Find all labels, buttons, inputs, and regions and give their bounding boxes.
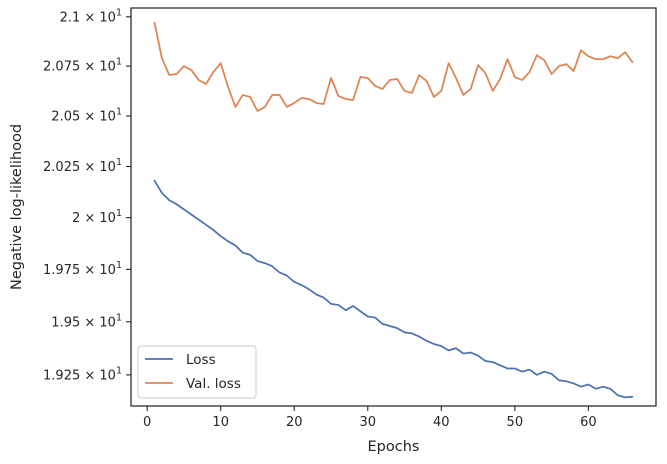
- y-tick-multiplier: × 10: [84, 109, 116, 124]
- y-tick-exponent: 1: [116, 365, 122, 376]
- x-tick-label: 20: [286, 415, 303, 430]
- y-tick-exponent: 1: [116, 7, 122, 18]
- x-tick-label: 0: [143, 415, 151, 430]
- x-tick-label: 60: [580, 415, 597, 430]
- series-line-val-loss: [153, 21, 634, 112]
- y-tick-multiplier: × 10: [84, 10, 116, 25]
- y-tick-mantissa: 2.05: [51, 109, 84, 124]
- legend-label-loss: Loss: [186, 352, 216, 368]
- y-tick-multiplier: × 10: [84, 315, 116, 330]
- y-tick-label: 2.1 × 101: [60, 7, 122, 25]
- y-tick-multiplier: × 10: [84, 160, 116, 175]
- y-tick-mantissa: 2.075: [43, 60, 84, 75]
- y-tick-mantissa: 2.025: [43, 160, 84, 175]
- y-tick-mantissa: 2: [72, 211, 84, 226]
- y-tick-multiplier: × 10: [84, 60, 116, 75]
- y-tick-exponent: 1: [116, 208, 122, 219]
- legend-label-val-loss: Val. loss: [186, 376, 241, 392]
- y-tick-label: 1.95 × 101: [51, 312, 122, 330]
- y-tick-multiplier: × 10: [84, 263, 116, 278]
- x-tick-label: 40: [433, 415, 450, 430]
- y-tick-mantissa: 1.925: [43, 368, 84, 383]
- y-tick-label: 1.975 × 101: [43, 260, 122, 278]
- y-tick-mantissa: 1.975: [43, 263, 84, 278]
- y-tick-label: 2.05 × 101: [51, 106, 122, 124]
- legend: Loss Val. loss: [137, 345, 257, 399]
- x-axis-ticks: 0 10 20 30 40 50 60: [143, 406, 597, 430]
- y-tick-exponent: 1: [116, 312, 122, 323]
- y-tick-label: 2.075 × 101: [43, 57, 122, 75]
- y-tick-exponent: 1: [116, 260, 122, 271]
- series-line-loss: [153, 179, 634, 399]
- x-tick-label: 10: [212, 415, 229, 430]
- y-tick-mantissa: 1.95: [51, 315, 84, 330]
- x-axis-label: Epochs: [368, 439, 420, 455]
- y-tick-multiplier: × 10: [84, 211, 116, 226]
- series-lines: [153, 21, 634, 399]
- y-tick-mantissa: 2.1: [60, 10, 85, 25]
- y-axis-label: Negative log-likelihood: [9, 124, 25, 290]
- y-tick-label: 1.925 × 101: [43, 365, 122, 383]
- x-tick-label: 50: [507, 415, 524, 430]
- y-tick-exponent: 1: [116, 106, 122, 117]
- x-tick-label: 30: [359, 415, 376, 430]
- y-tick-label: 2 × 101: [72, 208, 122, 226]
- y-tick-multiplier: × 10: [84, 368, 116, 383]
- plot-frame: [130, 7, 657, 407]
- plot-background: [131, 8, 656, 406]
- y-tick-exponent: 1: [116, 157, 122, 168]
- y-tick-exponent: 1: [116, 57, 122, 68]
- y-tick-label: 2.025 × 101: [43, 157, 122, 175]
